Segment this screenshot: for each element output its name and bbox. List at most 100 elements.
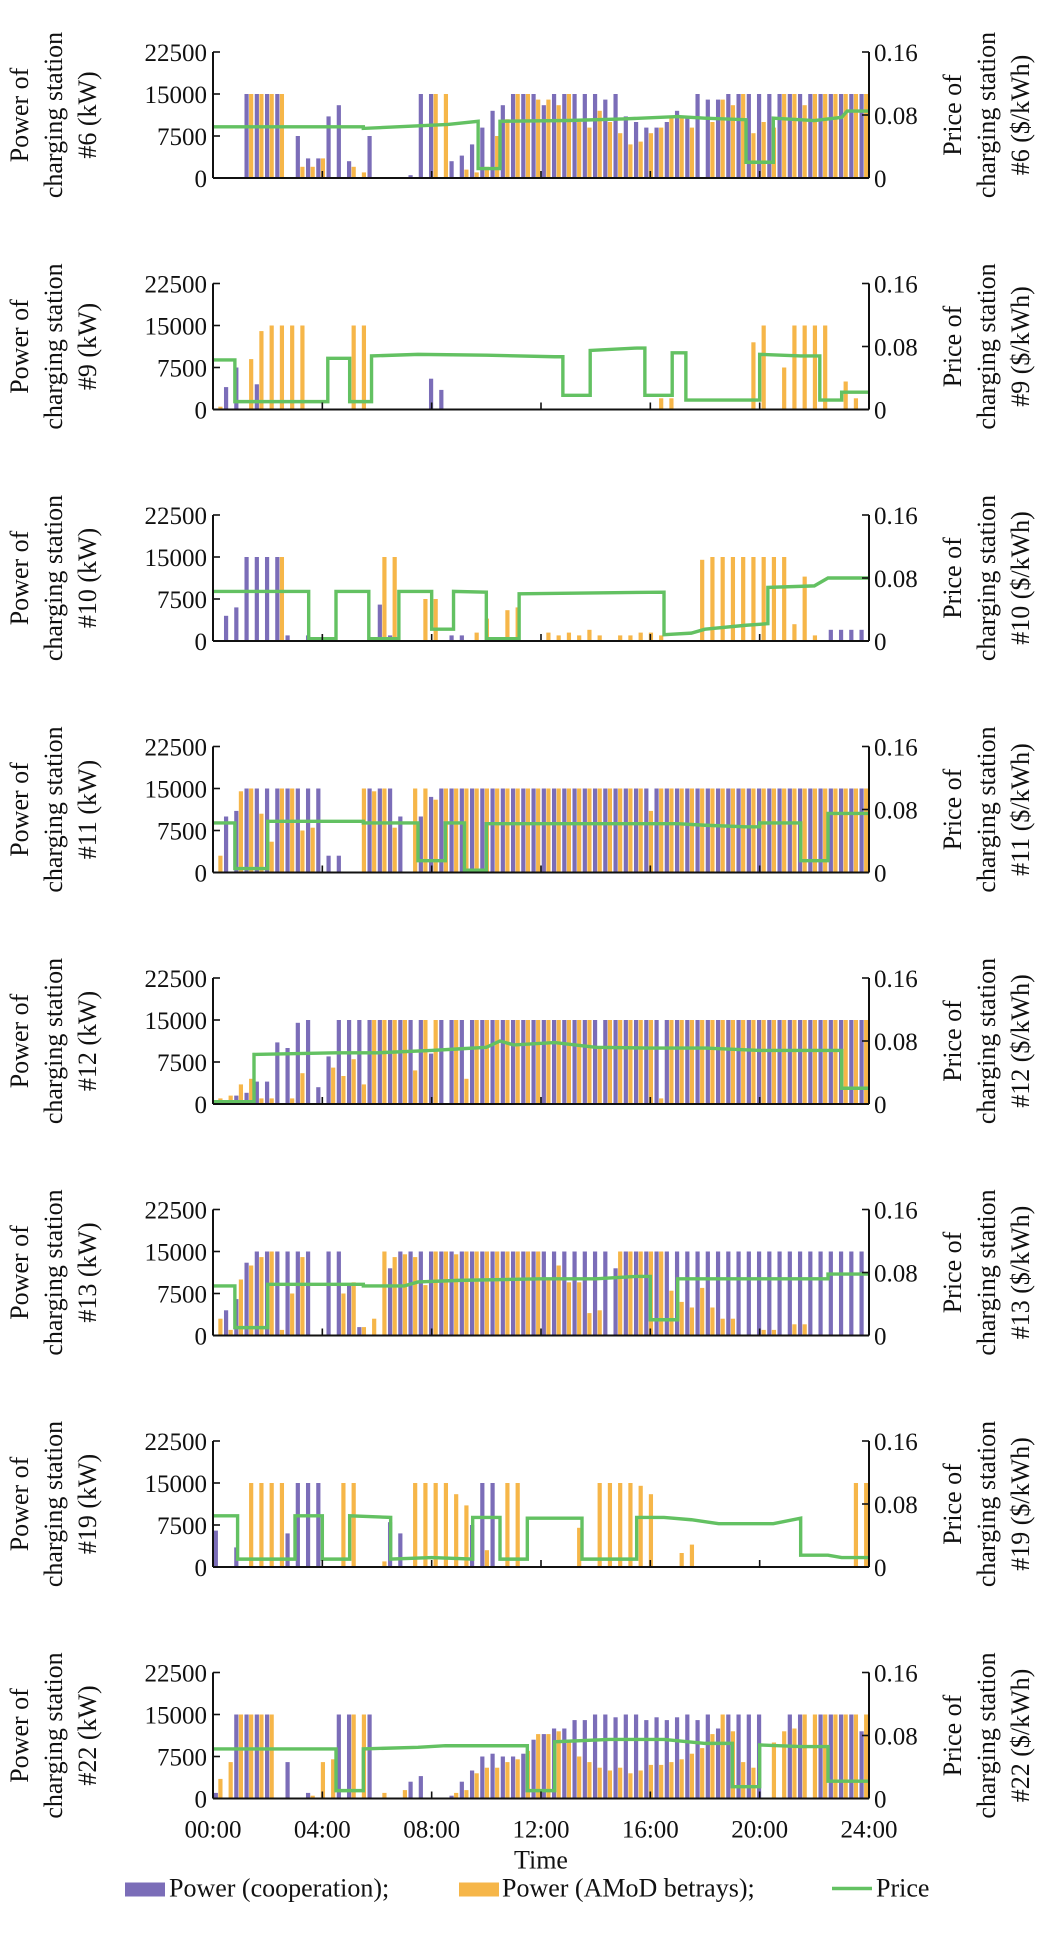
bar-cooperation [531, 1020, 536, 1104]
bar-betray [566, 1020, 572, 1104]
left-ylabel-line: charging station [39, 1421, 68, 1587]
left-tick-label: 15000 [145, 545, 208, 572]
bar-cooperation [428, 94, 434, 178]
bar-betray [228, 1095, 233, 1104]
x-tick-label: 16:00 [622, 1817, 679, 1844]
bar-betray [812, 325, 818, 410]
bar-cooperation [582, 1020, 587, 1104]
bar-betray [700, 1748, 705, 1799]
bar-betray [433, 94, 438, 178]
bar-betray [269, 1483, 274, 1567]
bar-cooperation [562, 1728, 567, 1799]
bar-betray [587, 1020, 592, 1104]
bar-betray [290, 788, 295, 873]
bar-cooperation [285, 1048, 290, 1104]
bar-cooperation [408, 1251, 413, 1336]
bar-betray [741, 94, 746, 178]
left-ylabel-line: charging station [39, 1652, 68, 1818]
bar-cooperation [674, 788, 680, 873]
bar-cooperation [828, 94, 833, 178]
bar-betray [761, 1020, 766, 1104]
bar-cooperation [787, 1714, 792, 1799]
bar-cooperation [439, 1020, 444, 1104]
bar-cooperation [695, 788, 700, 873]
bar-cooperation [459, 1251, 464, 1336]
bar-betray [751, 1020, 756, 1104]
bar-cooperation [480, 1483, 485, 1567]
right-tick-label: 0 [874, 1555, 887, 1582]
bar-betray [423, 1285, 428, 1336]
bar-betray [628, 1773, 633, 1799]
right-ylabel-line: #13 ($/kWh) [1006, 1206, 1035, 1340]
bar-betray [782, 557, 787, 641]
bar-cooperation [859, 94, 864, 178]
bar-cooperation [346, 1714, 352, 1799]
bar-cooperation [459, 155, 464, 178]
bar-cooperation [213, 1792, 218, 1799]
bar-betray [823, 94, 828, 178]
bar-cooperation [664, 122, 669, 178]
bar-cooperation [275, 557, 280, 641]
bar-cooperation [223, 1310, 229, 1336]
bar-betray [802, 1714, 807, 1799]
bar-cooperation [849, 629, 854, 641]
bar-betray [720, 557, 725, 641]
bar-betray [505, 788, 510, 873]
bar-cooperation [654, 1251, 659, 1336]
bar-cooperation [623, 1251, 628, 1336]
bar-cooperation [603, 99, 608, 178]
left-tick-label: 22500 [145, 1429, 208, 1456]
bar-betray [751, 788, 756, 873]
bar-betray [679, 788, 684, 873]
bar-betray [382, 557, 387, 641]
bar-betray [812, 788, 818, 873]
bar-betray [607, 1483, 613, 1567]
right-tick-label: 0.16 [874, 966, 918, 993]
bar-cooperation [644, 1720, 649, 1799]
bar-betray [761, 122, 766, 178]
bar-betray [372, 791, 377, 873]
bar-betray [269, 94, 274, 178]
bar-betray [443, 94, 449, 178]
bar-cooperation [490, 1251, 495, 1336]
bar-betray [618, 133, 623, 178]
bar-betray [300, 1257, 305, 1336]
left-tick-label: 0 [195, 1787, 208, 1814]
left-ylabel-line: #6 (kW) [73, 71, 102, 158]
bar-betray [238, 1084, 244, 1104]
right-ylabel-line: Price of [938, 1463, 967, 1545]
bar-cooperation [377, 1020, 382, 1104]
bar-cooperation [367, 1714, 372, 1799]
bar-betray [300, 325, 305, 410]
bar-betray [679, 1759, 684, 1799]
right-ylabel-line: Price of [938, 768, 967, 850]
bar-betray [669, 1290, 674, 1336]
bar-cooperation [736, 788, 741, 873]
bar-cooperation [726, 788, 731, 873]
x-tick-label: 12:00 [513, 1817, 570, 1844]
right-ylabel-line: charging station [972, 1652, 1001, 1818]
bar-cooperation [500, 788, 505, 873]
bar-cooperation [541, 1251, 546, 1336]
right-ylabel-line: #11 ($/kWh) [1006, 743, 1035, 876]
bar-betray [320, 1762, 326, 1799]
bar-cooperation [674, 110, 680, 178]
bar-betray [689, 788, 695, 873]
bar-betray [843, 381, 848, 410]
left-tick-label: 0 [195, 1324, 208, 1351]
bar-cooperation [654, 788, 659, 873]
bar-cooperation [398, 1533, 403, 1567]
x-tick-label: 24:00 [841, 1817, 898, 1844]
bar-cooperation [418, 94, 423, 178]
bar-cooperation [439, 389, 444, 410]
bar-cooperation [674, 1020, 680, 1104]
bar-betray [546, 632, 551, 641]
bar-cooperation [808, 94, 813, 178]
bar-betray [843, 788, 848, 873]
bar-betray [382, 1792, 387, 1799]
bar-cooperation [705, 99, 710, 178]
bar-betray [597, 788, 602, 873]
left-ylabel-line: Power of [5, 1456, 34, 1551]
